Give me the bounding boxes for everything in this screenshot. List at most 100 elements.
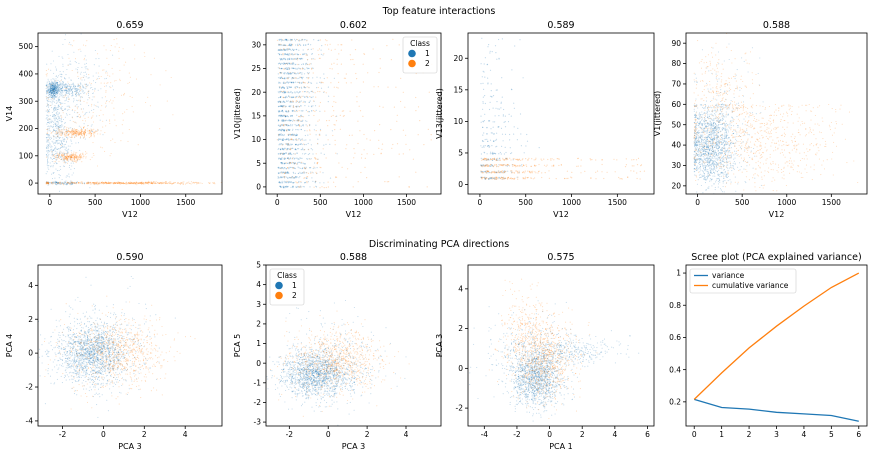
scatter-point [298,119,300,122]
scatter-point [286,130,288,132]
scatter-point [83,131,85,133]
scatter-point [60,155,62,157]
scatter-point [291,92,293,94]
scatter-point [512,159,514,161]
scatter-point [111,85,114,87]
scatter-point [90,136,92,138]
scatter-point [47,146,49,148]
scatter-point [359,110,362,112]
scatter-point [289,86,291,89]
scatter-point [80,133,83,135]
scatter-point [517,172,519,174]
scatter-point [317,158,319,160]
scatter-point [91,86,93,89]
scatter-point [334,48,336,50]
scatter-point [296,114,298,116]
scatter-point [75,94,77,96]
scatter-point [47,182,49,184]
scatter-point [70,181,72,183]
scatter-point [105,182,107,184]
scatter-point [81,132,83,134]
scatter-point [54,106,56,108]
scatter-point [73,131,75,133]
scatter-point [72,132,74,134]
scatter-point [109,182,111,184]
scatter-point [73,182,75,184]
scatter-point [320,87,323,89]
scatter-point [282,106,284,108]
scatter-point [283,138,285,141]
scatter-point [313,100,315,102]
scatter-point [170,182,172,184]
scatter-point [281,176,283,178]
scatter-point [504,177,506,180]
scatter-point [47,134,49,136]
scatter-point [307,49,309,51]
scatter-point [292,58,294,60]
scatter-point [302,39,304,41]
scatter-point [494,172,496,174]
scatter-point [76,131,78,133]
scatter-point [283,130,285,132]
scatter-point [72,134,74,136]
scatter-point [393,106,395,108]
scatter-point [134,182,136,184]
scatter-point [83,134,85,136]
scatter-point [287,134,289,136]
scatter-point [511,152,513,154]
scatter-point [112,182,115,184]
x-tick-label: 1500 [176,198,195,207]
scatter-point [71,183,73,186]
scatter-point [284,78,286,80]
scatter-point [67,155,69,157]
scatter-point [76,181,78,184]
scatter-point [281,139,283,141]
scatter-point [46,182,48,184]
scatter-point [306,40,308,42]
scatter-point [92,89,94,91]
scatter-point [76,154,78,157]
scatter-point [60,125,62,127]
scatter-point [59,152,61,154]
scatter-point [72,154,74,156]
scatter-point [89,131,91,133]
scatter-point [497,178,499,180]
scatter-point [54,88,56,90]
scatter-point [513,126,515,128]
scatter-point [305,54,307,56]
scatter-point [55,155,57,157]
scatter-point [154,182,156,184]
scatter-point [149,182,151,184]
scatter-point [285,139,287,141]
scatter-point [84,131,86,133]
scatter-point [133,182,135,184]
scatter-point [304,68,306,70]
scatter-point [314,58,316,60]
scatter-point [53,98,55,100]
scatter-point [109,182,111,184]
scatter-point [294,38,296,41]
scatter-point [120,182,122,184]
scatter-point [60,140,62,142]
scatter-point [74,88,76,90]
scatter-point [279,167,281,169]
scatter-point [120,140,122,142]
scatter-point [47,86,49,88]
scatter-point [78,154,81,156]
scatter-point [384,181,386,183]
scatter-point [212,182,214,184]
scatter-point [93,182,95,184]
scatter-point [388,181,390,183]
scatter-point [75,160,77,162]
scatter-point [289,125,291,127]
scatter-point [125,183,127,185]
scatter-point [53,181,56,183]
scatter-point [314,162,316,164]
scatter-point [45,87,47,90]
scatter-point [356,101,358,103]
scatter-point [291,39,293,41]
scatter-point [324,110,326,112]
scatter-point [75,91,77,93]
scatter-point [343,115,345,117]
scatter-point [362,115,364,117]
